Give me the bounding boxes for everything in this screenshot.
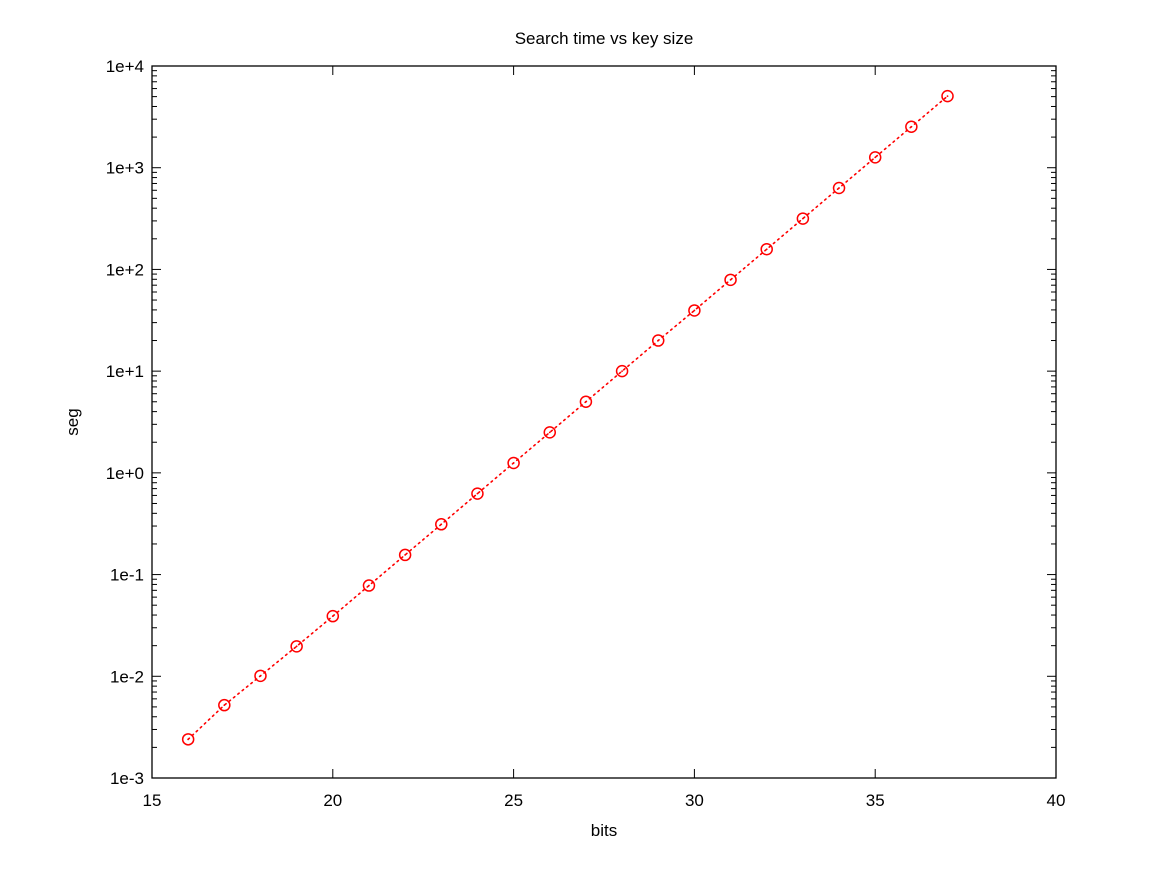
data-point-center (657, 339, 660, 342)
data-point-center (838, 187, 840, 189)
data-point-center (295, 645, 298, 648)
y-axis-label: seg (63, 408, 82, 435)
data-point-center (548, 431, 551, 434)
data-point-center (874, 156, 877, 159)
x-tick-label: 35 (866, 791, 885, 810)
data-point-center (765, 248, 768, 251)
data-point-marker (471, 487, 484, 500)
data-point-marker (615, 364, 629, 378)
x-tick-label: 40 (1047, 791, 1066, 810)
data-point-marker (941, 89, 954, 103)
data-point-center (621, 370, 623, 373)
data-point-center (946, 95, 949, 98)
data-point-marker (181, 733, 195, 746)
data-point-marker (760, 242, 773, 256)
x-tick-label: 20 (323, 791, 342, 810)
data-point-center (512, 462, 515, 464)
data-point-center (729, 278, 732, 281)
data-point-marker (507, 456, 520, 470)
data-point-center (910, 125, 913, 128)
y-tick-label: 1e+0 (106, 464, 144, 483)
data-point-marker (543, 426, 557, 439)
data-point-marker (435, 518, 448, 531)
data-point-marker (832, 181, 846, 195)
y-tick-label: 1e-1 (110, 566, 144, 585)
y-axis-ticks: 1e-3 1e-2 1e-1 1e+0 1e+1 1e+2 1e+3 1e+4 (106, 57, 1056, 788)
data-point-marker (868, 151, 882, 164)
y-tick-label: 1e+1 (106, 362, 144, 381)
data-point-marker (290, 640, 303, 653)
data-point-marker (579, 395, 593, 409)
y-tick-label: 1e+2 (106, 260, 144, 279)
data-point-center (223, 704, 226, 707)
data-point-marker (651, 334, 665, 347)
data-point-marker (796, 212, 810, 225)
data-point-center (476, 492, 479, 495)
data-point-center (440, 523, 443, 526)
data-point-center (693, 309, 696, 312)
data-point-marker (398, 548, 412, 562)
data-point-center (368, 584, 370, 587)
x-axis-ticks: 15 20 25 30 35 40 (143, 66, 1066, 810)
data-point-center (801, 217, 804, 220)
data-point-marker (254, 669, 267, 683)
y-tick-label: 1e-2 (110, 667, 144, 686)
data-point-marker (905, 120, 918, 133)
data-point-center (585, 400, 587, 403)
series-layer (181, 89, 954, 746)
data-point-center (404, 554, 407, 556)
data-point-marker (362, 579, 376, 592)
data-point-marker (688, 304, 701, 317)
y-tick-label: 1e+3 (106, 159, 144, 178)
x-tick-label: 25 (504, 791, 523, 810)
data-point-marker (218, 698, 231, 712)
x-axis-label: bits (591, 821, 617, 840)
y-tick-label: 1e-3 (110, 769, 144, 788)
series-line (187, 95, 949, 741)
data-point-center (331, 615, 334, 618)
data-point-marker (326, 609, 340, 623)
x-tick-label: 15 (143, 791, 162, 810)
chart-title: Search time vs key size (515, 29, 694, 48)
x-tick-label: 30 (685, 791, 704, 810)
data-point-marker (724, 273, 737, 287)
y-tick-label: 1e+4 (106, 57, 144, 76)
data-point-center (259, 674, 262, 677)
data-point-center (187, 738, 190, 741)
plot-frame (151, 65, 1057, 779)
